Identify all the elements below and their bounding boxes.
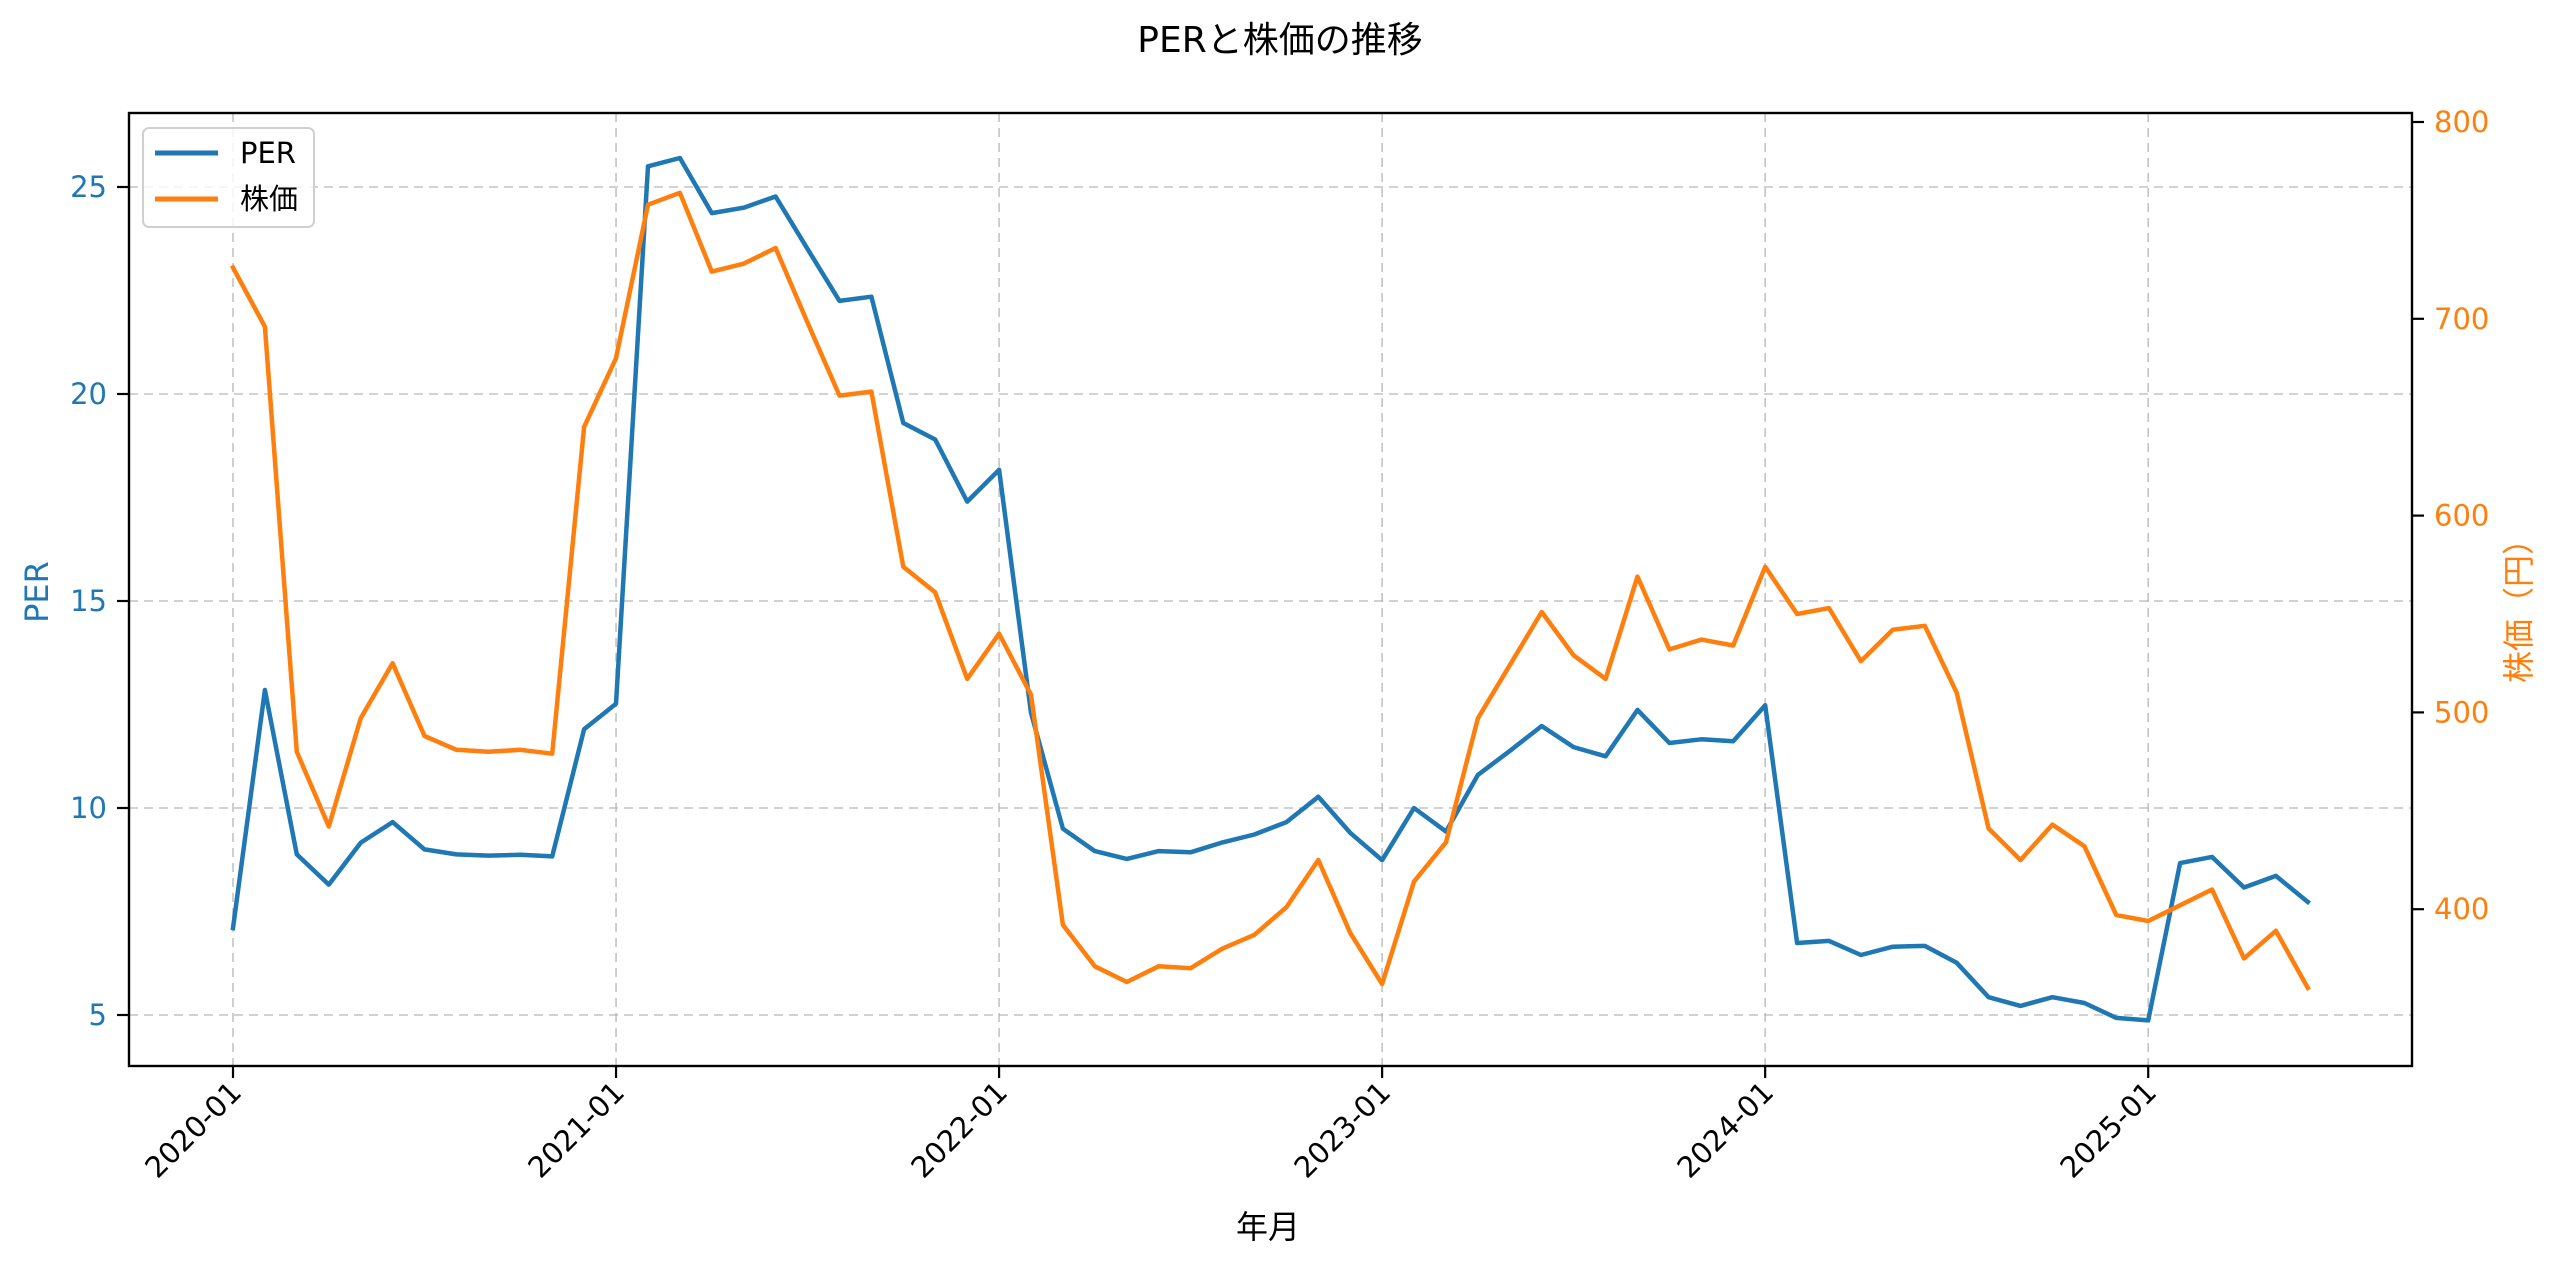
legend-per-label: PER: [240, 136, 296, 170]
right-y-axis: 400 500 600 700 800: [2412, 105, 2489, 926]
left-tick-label: 20: [70, 377, 107, 411]
x-tick-label: 2024-01: [1670, 1075, 1780, 1185]
left-tick-label: 25: [70, 170, 107, 204]
x-tick-label: 2020-01: [138, 1075, 248, 1185]
price-line: [229, 190, 2311, 991]
x-tick-label: 2021-01: [521, 1075, 631, 1185]
left-tick-label: 5: [89, 998, 107, 1032]
y-axis-label-right: 株価（円）: [2500, 523, 2538, 683]
chart-title: PERと株価の推移: [1137, 20, 1422, 61]
axes-frame: [127, 111, 2414, 1068]
per-line: [230, 155, 2311, 1023]
y-axis-label-left: PER: [18, 561, 56, 623]
x-axis-label: 年月: [1236, 1208, 1300, 1246]
x-tick-label: 2025-01: [2053, 1075, 2163, 1185]
grid-lines: [129, 113, 2412, 1066]
legend-price-label: 株価: [240, 182, 298, 216]
x-tick-label: 2023-01: [1287, 1075, 1397, 1185]
right-tick-label: 400: [2434, 892, 2489, 926]
right-tick-label: 500: [2434, 695, 2489, 729]
right-tick-label: 600: [2434, 499, 2489, 533]
plot-area: [229, 155, 2311, 1023]
x-tick-label: 2022-01: [904, 1075, 1014, 1185]
x-axis: 2020-01 2021-01 2022-01 2023-01 2024-01 2025-…: [138, 1066, 2163, 1185]
legend: PER 株価: [142, 127, 315, 228]
left-tick-label: 15: [70, 584, 107, 618]
right-tick-label: 700: [2434, 302, 2489, 336]
right-tick-label: 800: [2434, 105, 2489, 139]
left-y-axis: 5 10 15 20 25: [70, 170, 129, 1032]
left-tick-label: 10: [70, 791, 107, 825]
